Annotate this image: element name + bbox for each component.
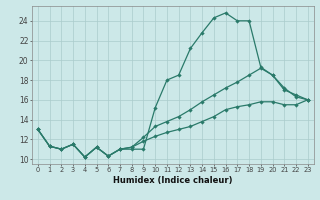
- X-axis label: Humidex (Indice chaleur): Humidex (Indice chaleur): [113, 176, 233, 185]
